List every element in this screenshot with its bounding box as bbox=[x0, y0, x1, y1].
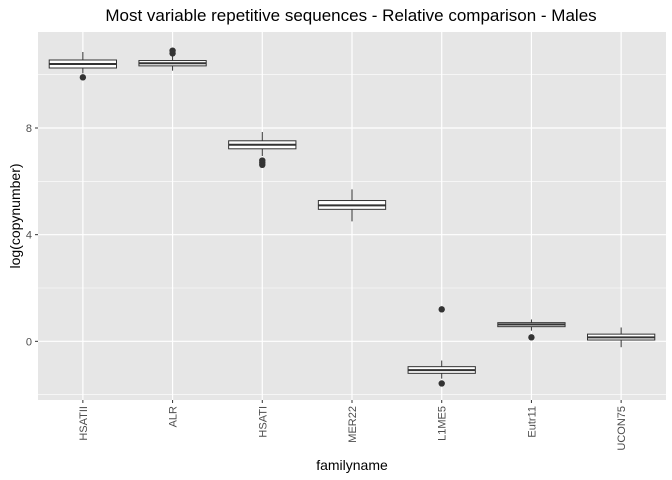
box-alr bbox=[138, 47, 207, 71]
x-tick-label: ALR bbox=[168, 406, 180, 427]
x-axis-title: familyname bbox=[316, 457, 388, 473]
x-axis: HSATII ALR HSATI MER22 L1ME5 Eutr11 UCON75 bbox=[78, 400, 628, 451]
y-tick-label: 4 bbox=[26, 230, 32, 242]
box-layer bbox=[48, 47, 656, 387]
chart-title: Most variable repetitive sequences - Rel… bbox=[105, 6, 596, 25]
box-l1me5 bbox=[407, 306, 476, 387]
y-axis-title: log(copynumber) bbox=[7, 163, 23, 268]
box-eutr11 bbox=[497, 319, 566, 341]
x-tick-label: MER22 bbox=[347, 406, 359, 443]
box-hsati bbox=[228, 132, 297, 168]
y-tick-label: 0 bbox=[26, 336, 32, 348]
x-tick-label: Eutr11 bbox=[526, 406, 538, 438]
outlier-point bbox=[528, 334, 535, 341]
outlier-point bbox=[438, 306, 445, 313]
x-tick-label: L1ME5 bbox=[437, 406, 449, 441]
outlier-point bbox=[438, 380, 445, 387]
y-tick-label: 8 bbox=[26, 123, 32, 135]
y-axis: 0 4 8 bbox=[26, 123, 38, 348]
box-hsatii bbox=[48, 52, 117, 81]
outlier-point bbox=[79, 74, 87, 81]
x-tick-label: HSATII bbox=[78, 406, 90, 441]
x-tick-label: HSATI bbox=[257, 406, 269, 438]
x-tick-label: UCON75 bbox=[616, 406, 628, 451]
box-mer22 bbox=[317, 189, 387, 222]
box-ucon75 bbox=[587, 327, 656, 348]
outlier-point bbox=[259, 157, 266, 164]
outlier-point bbox=[169, 47, 176, 54]
